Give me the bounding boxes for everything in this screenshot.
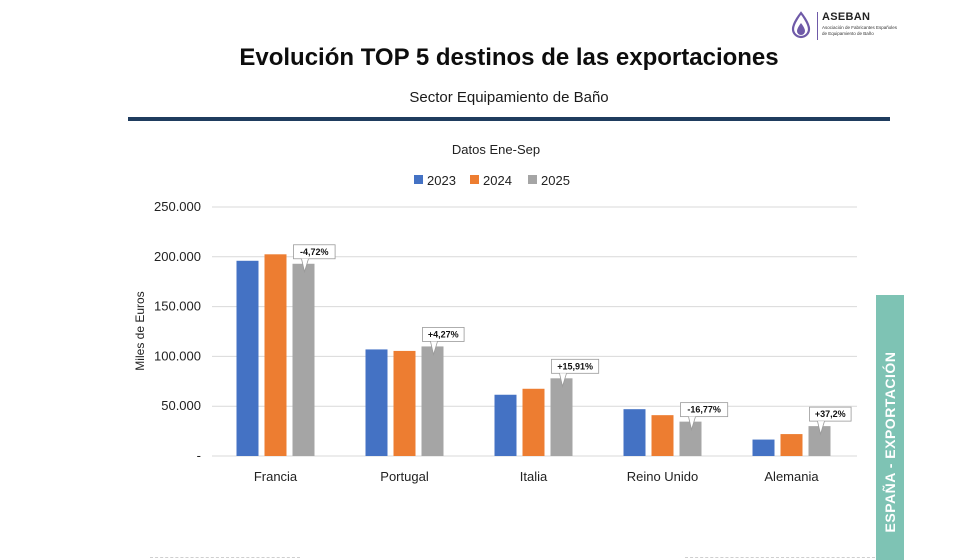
- bar-2023-portugal: [365, 349, 388, 456]
- bar-2024-reino-unido: [651, 415, 674, 456]
- x-tick-label: Reino Unido: [627, 469, 699, 484]
- bar-2024-italia: [522, 388, 545, 456]
- x-tick-label: Portugal: [380, 469, 429, 484]
- data-label-pointer: [559, 373, 567, 388]
- bar-2025-italia: [550, 378, 573, 456]
- bar-2023-francia: [236, 260, 259, 456]
- y-tick-label: 50.000: [161, 398, 201, 413]
- logo-name: ASEBAN: [822, 11, 871, 23]
- data-label-pointer: [817, 421, 825, 436]
- data-label: -16,77%: [687, 405, 721, 415]
- y-tick-label: 200.000: [154, 249, 201, 264]
- y-tick-label: 250.000: [154, 199, 201, 214]
- legend-swatch-2023: [414, 175, 423, 184]
- data-label: -4,72%: [300, 247, 329, 257]
- bar-2025-reino-unido: [679, 421, 702, 456]
- legend-swatch-2024: [470, 175, 479, 184]
- page-subtitle: Sector Equipamiento de Baño: [409, 89, 609, 106]
- water-drop-icon: [791, 11, 811, 39]
- page-title: Evolución TOP 5 destinos de las exportac…: [239, 44, 779, 71]
- y-tick-label: 100.000: [154, 348, 201, 363]
- legend-label-2023: 2023: [427, 173, 456, 188]
- x-tick-label: Alemania: [764, 469, 819, 484]
- footer-line-right: [685, 557, 875, 559]
- data-label: +4,27%: [428, 329, 459, 339]
- legend-swatch-2025: [528, 175, 537, 184]
- x-tick-label: Francia: [254, 469, 298, 484]
- bar-2024-francia: [264, 254, 287, 456]
- bar-2023-alemania: [752, 439, 775, 456]
- bar-2023-reino-unido: [623, 409, 646, 456]
- y-tick-label: 150.000: [154, 299, 201, 314]
- title-rule: [128, 117, 890, 121]
- data-label-box: [680, 402, 729, 418]
- legend-label-2024: 2024: [483, 173, 512, 188]
- y-tick-label: -: [197, 448, 201, 463]
- bar-2024-alemania: [780, 434, 803, 456]
- data-label-pointer: [688, 416, 696, 432]
- data-label-box: [809, 406, 852, 422]
- data-label-box: [293, 244, 336, 260]
- logo-divider: [817, 12, 818, 40]
- footer-line-left: [150, 557, 300, 559]
- chart-title: Datos Ene-Sep: [452, 142, 540, 157]
- y-axis-label: Miles de Euros: [133, 291, 147, 370]
- aseban-logo: ASEBAN Asociación de Fabricantes Español…: [790, 8, 910, 44]
- bar-chart: Datos Ene-Sep 2023 2024 2025 - 50.000 100.000 1…: [133, 142, 857, 484]
- data-label: +15,91%: [557, 361, 593, 371]
- logo-subtitle-line2: de Equipamiento de Baño: [822, 30, 874, 36]
- x-tick-label: Italia: [520, 469, 548, 484]
- data-label-box: [422, 327, 465, 342]
- side-band-text: ESPAÑA - EXPORTACIÓN: [882, 351, 898, 533]
- bar-2023-italia: [494, 394, 517, 456]
- legend-label-2025: 2025: [541, 173, 570, 188]
- data-label: +37,2%: [815, 409, 846, 419]
- bar-2024-portugal: [393, 350, 416, 456]
- data-label-pointer: [430, 341, 438, 356]
- bar-2025-alemania: [808, 426, 831, 456]
- data-label-pointer: [301, 258, 309, 274]
- bar-2025-francia: [292, 263, 315, 456]
- logo-subtitle-line1: Asociación de Fabricantes Españoles: [822, 25, 898, 30]
- side-band: [876, 295, 904, 560]
- data-label-box: [551, 358, 600, 374]
- bar-2025-portugal: [421, 346, 444, 456]
- logo-subtitle: Asociación de Fabricantes Españoles de E…: [822, 25, 912, 36]
